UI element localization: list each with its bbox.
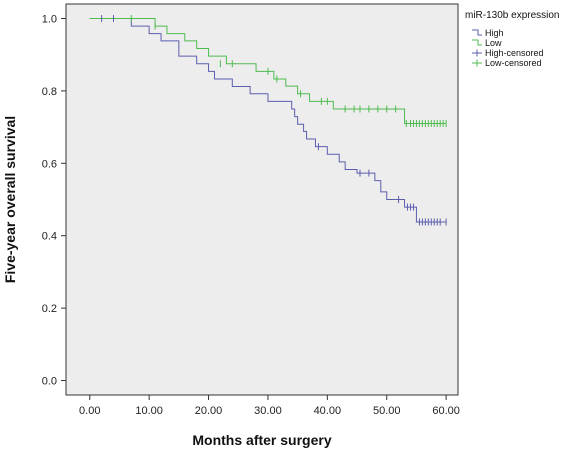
y-tick-label: 0.6 [42,158,57,170]
legend-title: miR-130b expression [465,10,560,21]
x-axis: 0.00 10.00 20.00 30.00 40.00 50.00 60.00 [79,395,460,417]
x-tick-label: 40.00 [314,405,342,417]
legend-label: Low-censored [485,58,542,68]
legend: miR-130b expression HighLowHigh-censored… [465,10,560,68]
y-tick-label: 0.0 [42,376,57,388]
y-tick-label: 1.0 [42,13,57,25]
legend-swatch [472,39,482,46]
x-tick-label: 0.00 [79,405,100,417]
y-tick-label: 0.8 [42,86,57,98]
legend-swatch [472,29,482,36]
y-axis-title: Five-year overall survival [2,116,18,283]
x-tick-label: 30.00 [254,405,282,417]
legend-label: High-censored [485,48,544,58]
legend-label: Low [485,38,502,48]
x-tick-label: 10.00 [135,405,163,417]
y-tick-label: 0.4 [42,231,57,243]
x-axis-title: Months after surgery [192,432,331,448]
censor-marks [101,14,447,226]
y-axis: 0.0 0.2 0.4 0.6 0.8 1.0 [42,13,66,388]
legend-label: High [485,28,504,38]
x-tick-label: 20.00 [195,405,223,417]
x-tick-label: 50.00 [373,405,401,417]
x-tick-label: 60.00 [432,405,460,417]
series-high-curve [89,17,447,223]
y-tick-label: 0.2 [42,303,57,315]
